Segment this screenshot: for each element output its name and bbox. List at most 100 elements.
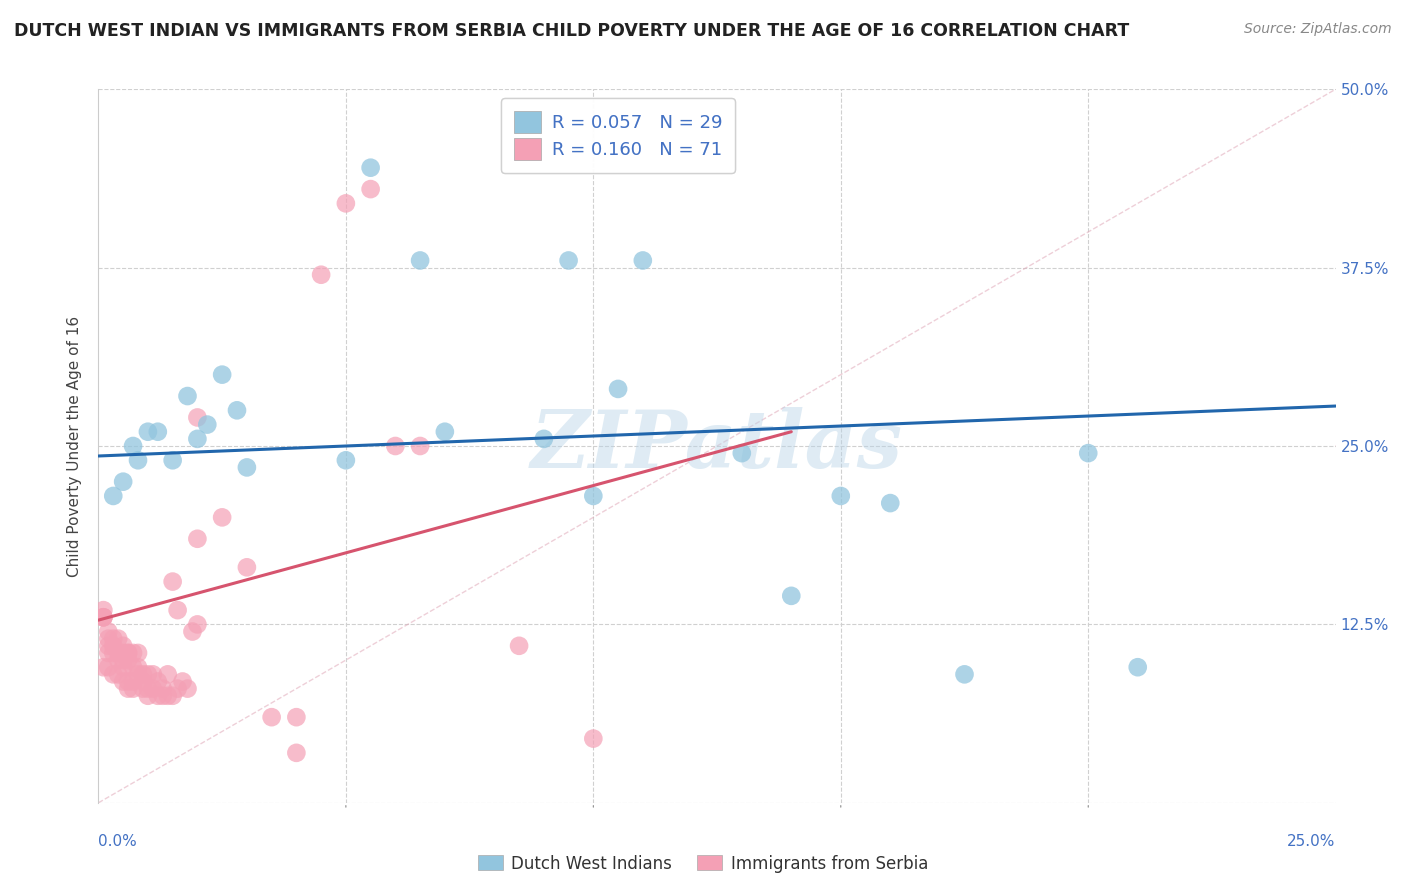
Point [162, 689, 184, 703]
Point [879, 496, 901, 510]
Point [122, 439, 145, 453]
Point [103, 646, 125, 660]
Point [136, 681, 159, 696]
Legend: Dutch West Indians, Immigrants from Serbia: Dutch West Indians, Immigrants from Serb… [471, 848, 935, 880]
Point [631, 253, 654, 268]
Point [236, 560, 259, 574]
Point [172, 674, 194, 689]
Y-axis label: Child Poverty Under the Age of 16: Child Poverty Under the Age of 16 [67, 316, 83, 576]
Point [127, 667, 149, 681]
Point [117, 646, 139, 660]
Point [122, 646, 145, 660]
Point [557, 253, 579, 268]
Point [97, 624, 120, 639]
Point [285, 746, 308, 760]
Point [103, 632, 125, 646]
Point [93, 603, 115, 617]
Point [132, 681, 155, 696]
Point [122, 674, 145, 689]
Point [107, 667, 129, 681]
Point [112, 653, 135, 667]
Point [132, 667, 155, 681]
Point [1126, 660, 1149, 674]
Point [433, 425, 456, 439]
Point [335, 453, 357, 467]
Point [97, 646, 120, 660]
Point [186, 532, 208, 546]
Point [136, 689, 159, 703]
Point [93, 660, 115, 674]
Point [136, 425, 159, 439]
Point [132, 674, 155, 689]
Point [335, 196, 357, 211]
Point [152, 681, 174, 696]
Point [142, 667, 165, 681]
Point [107, 653, 129, 667]
Point [112, 639, 135, 653]
Point [93, 610, 115, 624]
Text: 0.0%: 0.0% [98, 834, 138, 849]
Point [146, 425, 169, 439]
Point [103, 489, 125, 503]
Text: Source: ZipAtlas.com: Source: ZipAtlas.com [1244, 22, 1392, 37]
Point [508, 639, 530, 653]
Point [117, 674, 139, 689]
Point [162, 574, 184, 589]
Text: DUTCH WEST INDIAN VS IMMIGRANTS FROM SERBIA CHILD POVERTY UNDER THE AGE OF 16 CO: DUTCH WEST INDIAN VS IMMIGRANTS FROM SER… [14, 22, 1129, 40]
Point [136, 667, 159, 681]
Point [117, 653, 139, 667]
Point [112, 475, 135, 489]
Point [226, 403, 249, 417]
Point [953, 667, 976, 681]
Point [176, 389, 198, 403]
Point [260, 710, 283, 724]
Point [409, 253, 432, 268]
Text: ZIPatlas: ZIPatlas [531, 408, 903, 484]
Point [112, 674, 135, 689]
Point [127, 646, 149, 660]
Point [582, 731, 605, 746]
Point [186, 432, 208, 446]
Point [117, 646, 139, 660]
Point [360, 182, 382, 196]
Point [117, 681, 139, 696]
Point [146, 674, 169, 689]
Point [211, 510, 233, 524]
Point [384, 439, 406, 453]
Point [409, 439, 432, 453]
Point [607, 382, 630, 396]
Point [186, 410, 208, 425]
Point [152, 689, 174, 703]
Legend: R = 0.057   N = 29, R = 0.160   N = 71: R = 0.057 N = 29, R = 0.160 N = 71 [501, 98, 735, 173]
Point [156, 667, 179, 681]
Point [780, 589, 803, 603]
Point [533, 432, 555, 446]
Point [285, 710, 308, 724]
Point [93, 610, 115, 624]
Point [195, 417, 218, 432]
Point [582, 489, 605, 503]
Point [309, 268, 332, 282]
Point [103, 639, 125, 653]
Point [97, 632, 120, 646]
Point [146, 689, 169, 703]
Point [112, 660, 135, 674]
Point [127, 453, 149, 467]
Point [162, 453, 184, 467]
Point [166, 603, 188, 617]
Point [830, 489, 852, 503]
Point [107, 632, 129, 646]
Point [186, 617, 208, 632]
Point [156, 689, 179, 703]
Point [176, 681, 198, 696]
Text: 25.0%: 25.0% [1288, 834, 1336, 849]
Point [181, 624, 204, 639]
Point [122, 660, 145, 674]
Point [103, 667, 125, 681]
Point [112, 646, 135, 660]
Point [127, 660, 149, 674]
Point [122, 681, 145, 696]
Point [107, 646, 129, 660]
Point [360, 161, 382, 175]
Point [166, 681, 188, 696]
